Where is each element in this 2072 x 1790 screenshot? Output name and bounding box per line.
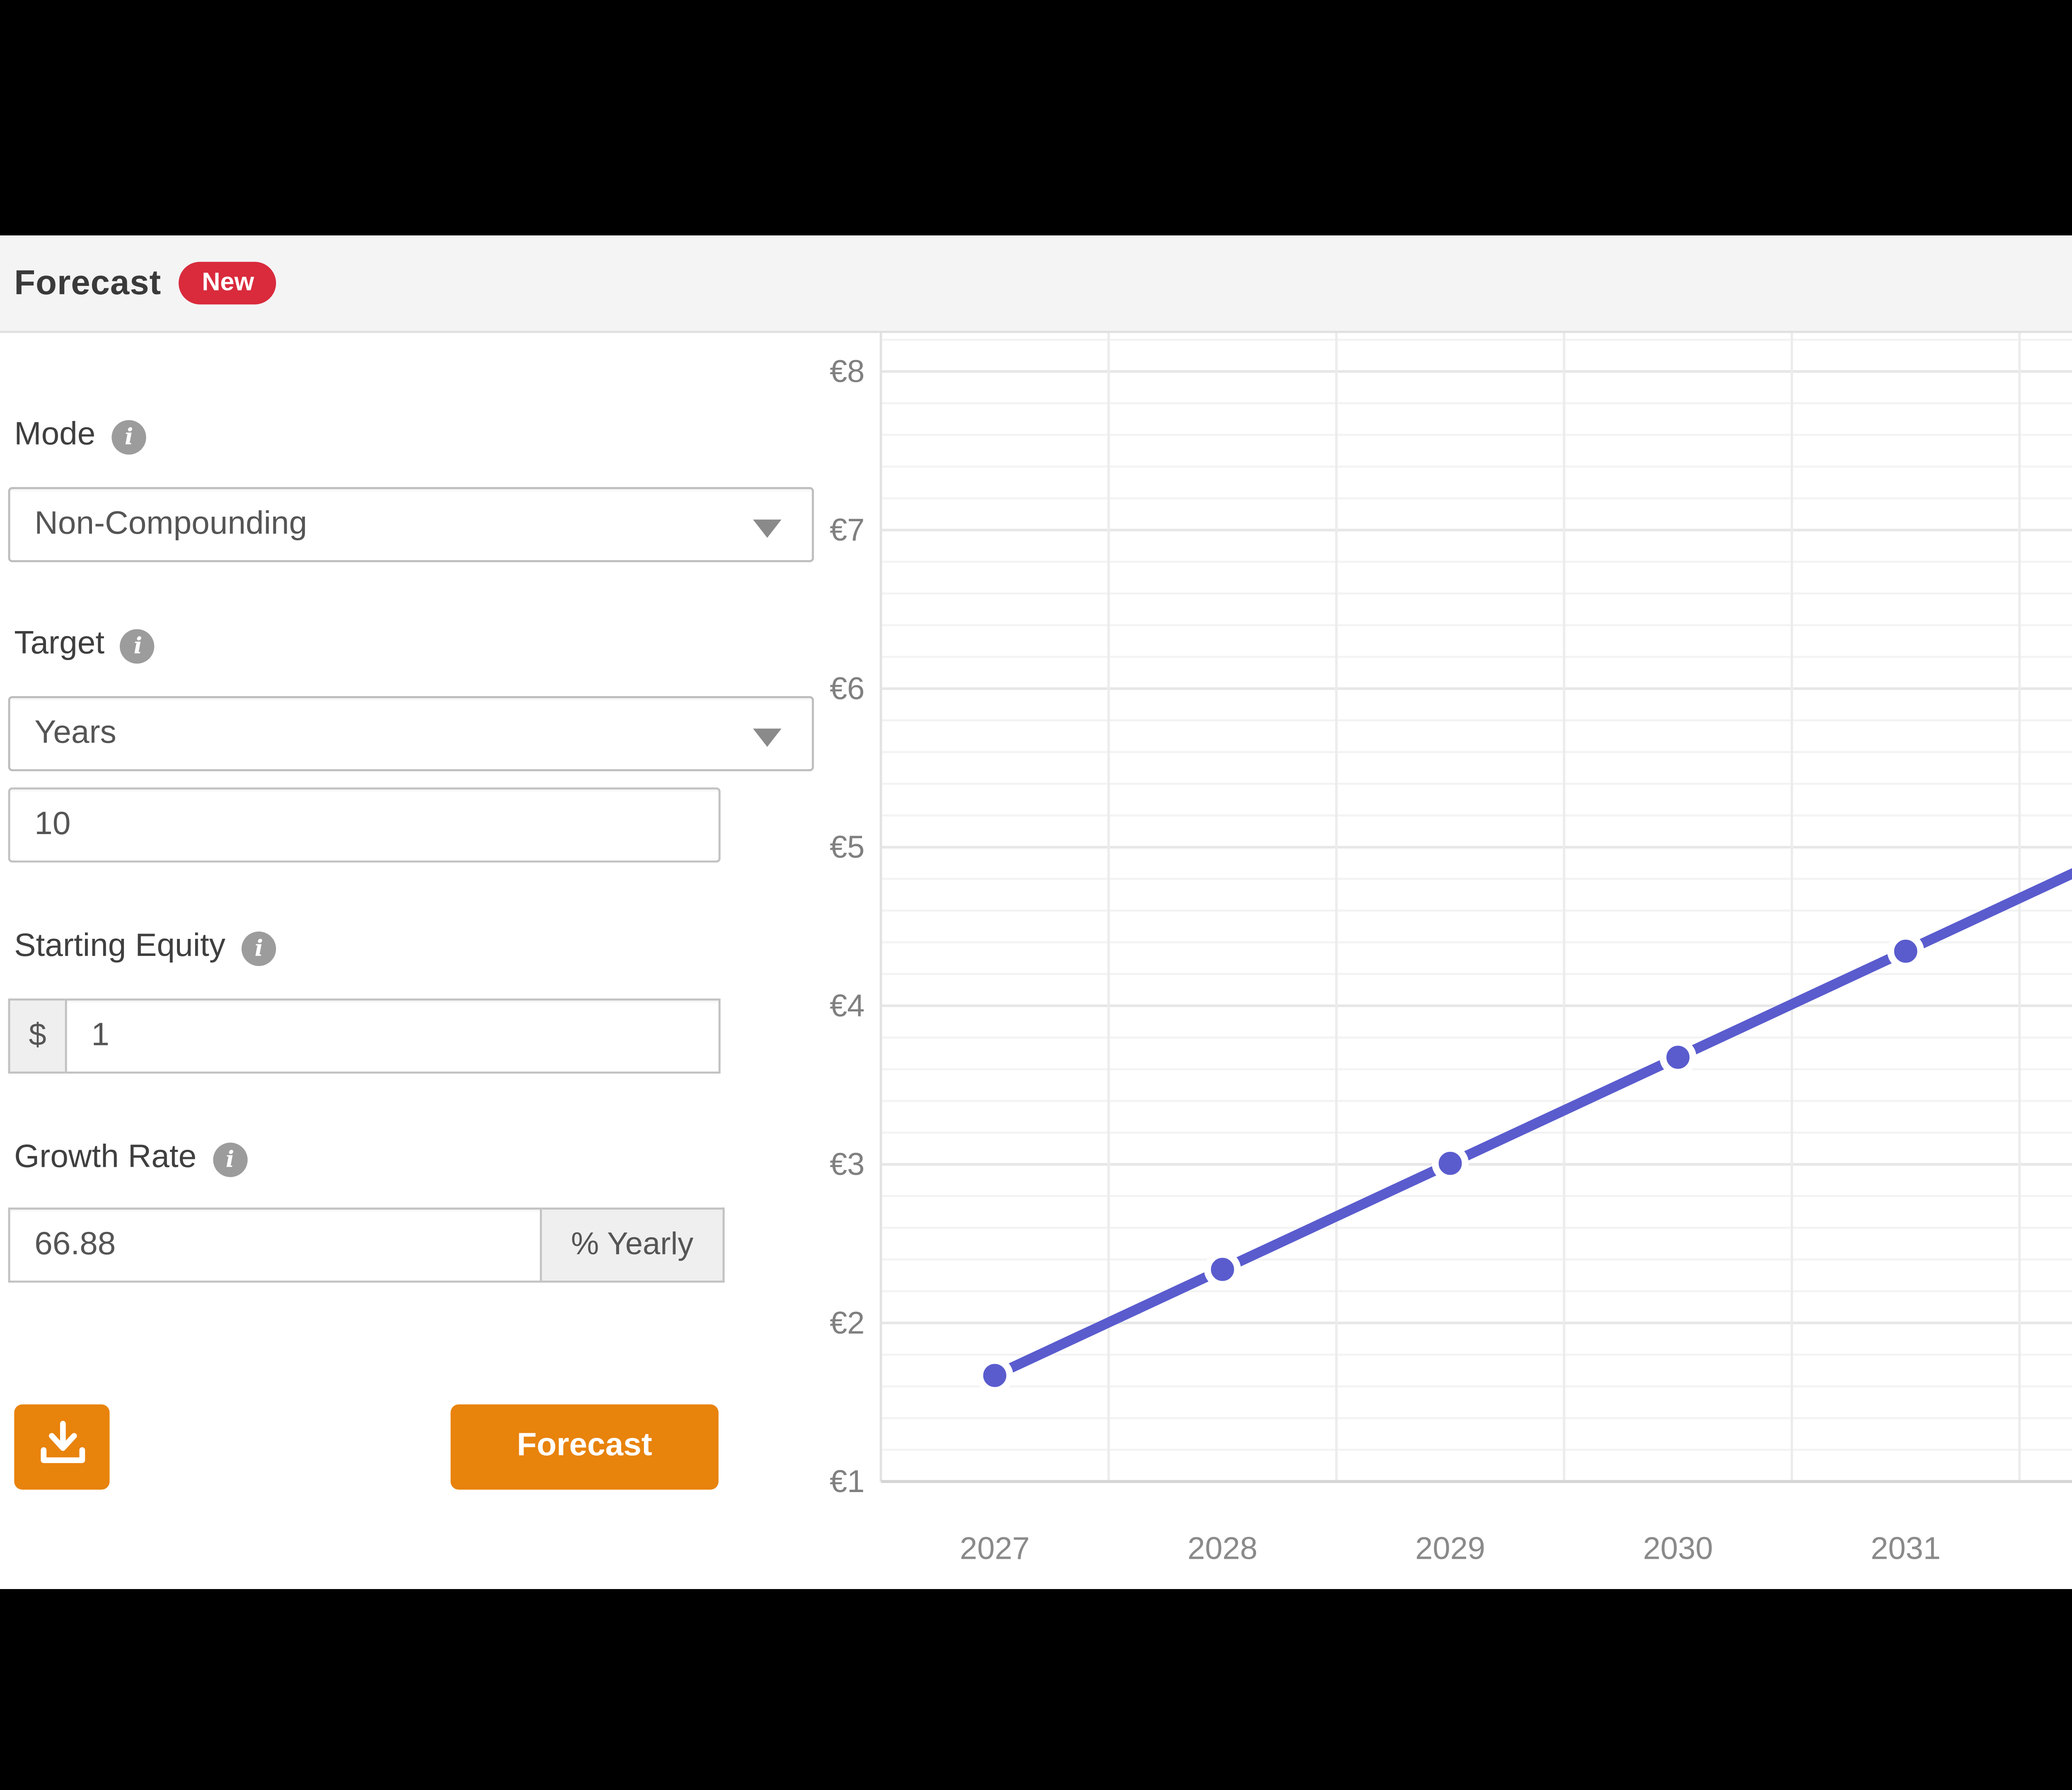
chevron-down-icon (753, 727, 782, 746)
starting-equity-group: $ (8, 998, 721, 1074)
target-unit-value: Years (34, 715, 116, 750)
series-line (990, 868, 2072, 1381)
header-bar: Forecast New (0, 235, 2072, 333)
data-point-2028 (1204, 1251, 1241, 1288)
data-point-2031 (1887, 933, 1924, 970)
growth-rate-group: % Yearly (8, 1207, 725, 1283)
new-badge: New (179, 262, 276, 304)
info-icon[interactable] (242, 930, 276, 965)
download-button[interactable] (14, 1404, 110, 1490)
starting-equity-input[interactable] (65, 998, 721, 1074)
main-content: Mode Non-Compounding Target Years Starti… (0, 333, 2072, 1589)
chevron-down-icon (753, 518, 782, 537)
starting-equity-label: Starting Equity (14, 929, 225, 964)
x-axis-label-2029: 2029 (1415, 1531, 1485, 1566)
y-axis-label-8: €8 (830, 354, 864, 389)
y-axis-label-7: €7 (830, 513, 864, 548)
growth-rate-label-row: Growth Rate (14, 1141, 247, 1177)
mode-selected-value: Non-Compounding (34, 506, 307, 541)
y-axis-label-6: €6 (830, 671, 864, 706)
info-icon[interactable] (213, 1142, 247, 1176)
starting-equity-label-row: Starting Equity (14, 929, 276, 966)
target-unit-select[interactable]: Years (8, 696, 814, 772)
growth-rate-label: Growth Rate (14, 1140, 197, 1175)
currency-prefix: $ (8, 998, 65, 1074)
target-value-input[interactable] (8, 787, 721, 863)
forecast-button-label: Forecast (517, 1429, 652, 1463)
mode-label: Mode (14, 418, 96, 453)
y-axis-label-2: €2 (830, 1305, 864, 1340)
y-axis-label-1: €1 (830, 1464, 864, 1499)
top-black-bar (0, 0, 2072, 236)
target-label-row: Target (14, 627, 155, 663)
data-point-2027 (976, 1357, 1014, 1394)
forecast-chart[interactable]: €1€2€3€4€5€6€7€8202720282029203020312032… (771, 333, 2072, 1589)
mode-select[interactable]: Non-Compounding (8, 487, 814, 562)
growth-rate-input[interactable] (8, 1207, 542, 1283)
x-axis-label-2028: 2028 (1188, 1531, 1258, 1566)
mode-label-row: Mode (14, 418, 146, 455)
x-axis-label-2031: 2031 (1871, 1531, 1941, 1566)
download-icon (38, 1420, 87, 1474)
x-axis-label-2027: 2027 (960, 1531, 1030, 1566)
x-axis-label-2030: 2030 (1643, 1531, 1713, 1566)
data-point-2030 (1659, 1039, 1697, 1076)
page-title: Forecast (14, 263, 162, 302)
bottom-black-bar (0, 1589, 2072, 1790)
info-icon[interactable] (111, 419, 146, 454)
forecast-button[interactable]: Forecast (450, 1404, 719, 1490)
target-label: Target (14, 627, 105, 662)
info-icon[interactable] (121, 628, 155, 663)
y-axis-label-4: €4 (830, 988, 864, 1023)
y-axis-label-5: €5 (830, 830, 864, 865)
data-point-2029 (1432, 1145, 1469, 1182)
growth-rate-unit: % Yearly (542, 1207, 725, 1283)
y-axis-label-3: €3 (830, 1147, 864, 1182)
